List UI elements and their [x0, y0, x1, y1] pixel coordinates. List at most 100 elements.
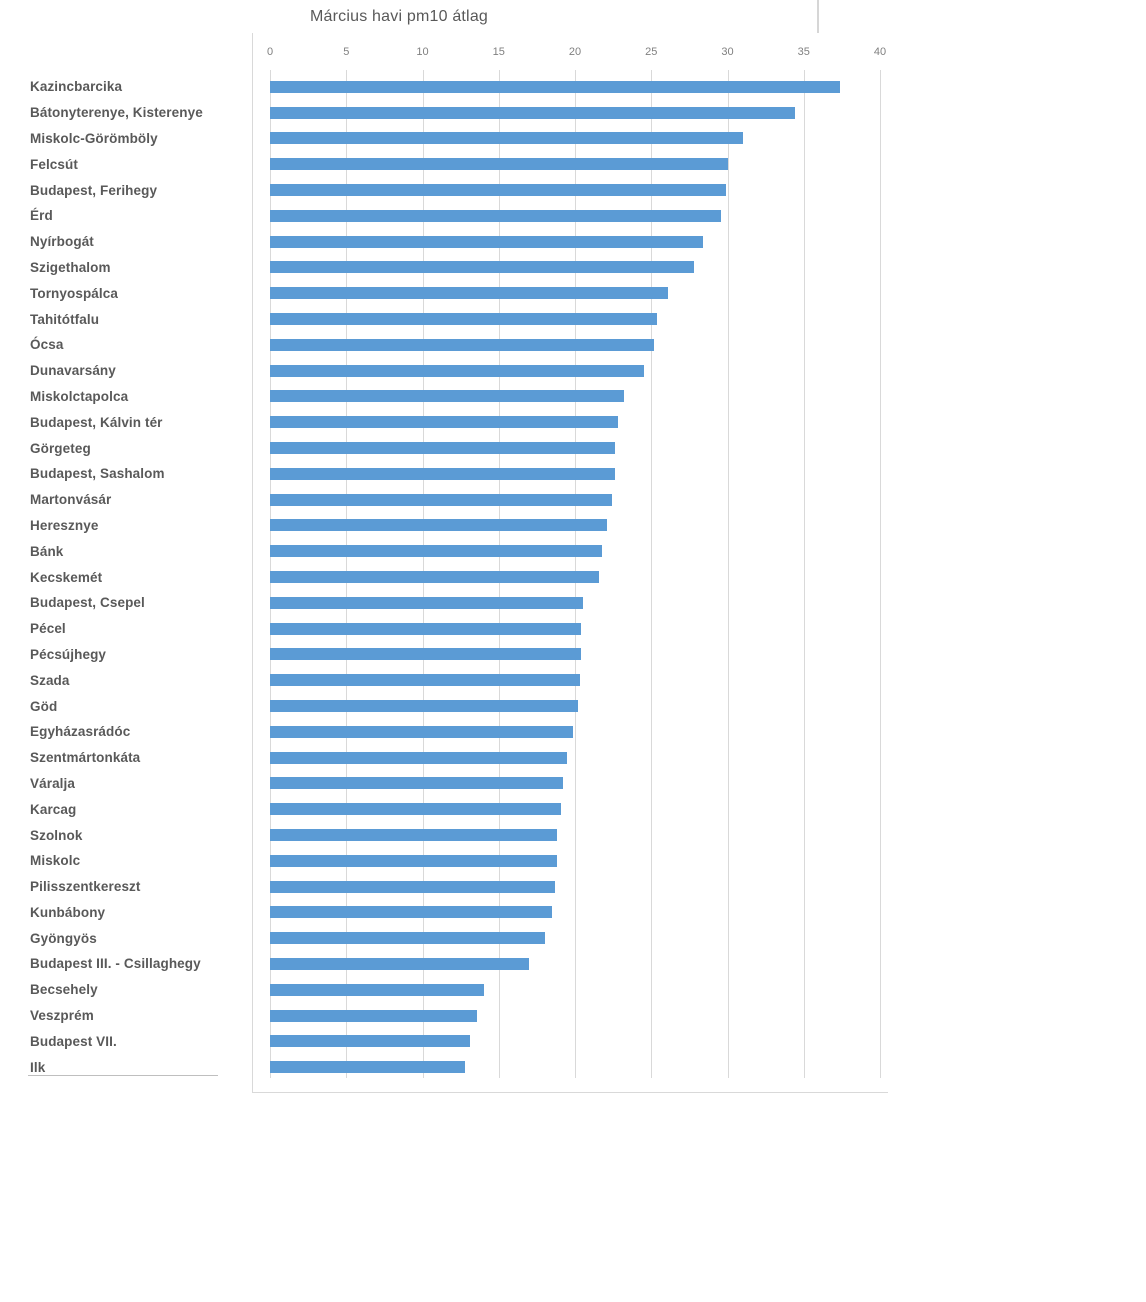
category-label: Budapest, Ferihegy: [30, 182, 158, 198]
gridline: [651, 70, 652, 1078]
category-label: Nyírbogát: [30, 234, 94, 250]
bar: [270, 1061, 466, 1074]
category-label: Egyházasrádóc: [30, 724, 131, 740]
bar-series: [270, 74, 882, 1080]
bar-row: [270, 435, 882, 461]
category-row: Szentmártonkáta: [30, 745, 240, 771]
bar-row: [270, 151, 882, 177]
bar-row: [270, 616, 882, 642]
category-label: Miskolctapolca: [30, 388, 129, 404]
bar: [270, 777, 563, 790]
category-row: Pécsújhegy: [30, 642, 240, 668]
x-tick-label: 20: [568, 46, 582, 58]
category-label: Budapest, Kálvin tér: [30, 414, 163, 430]
bar-row: [270, 693, 882, 719]
bar-row: [270, 745, 882, 771]
bar: [270, 209, 722, 222]
bar: [270, 596, 583, 609]
category-label: Szigethalom: [30, 259, 111, 275]
bar-row: [270, 1054, 882, 1080]
bar-row: [270, 951, 882, 977]
bar: [270, 80, 841, 93]
category-row: Érd: [30, 203, 240, 229]
category-row: Tornyospálca: [30, 280, 240, 306]
category-label: Kecskemét: [30, 569, 103, 585]
category-labels: Kazincbarcika Bátonyterenye, Kisterenye Mi…: [30, 74, 240, 1080]
category-row: Görgeteg: [30, 435, 240, 461]
category-label: Bánk: [30, 543, 64, 559]
category-row: Heresznye: [30, 513, 240, 539]
category-label: Kunbábony: [30, 904, 106, 920]
bar-row: [270, 564, 882, 590]
bar: [270, 622, 582, 635]
category-row: Ócsa: [30, 332, 240, 358]
bar: [270, 1035, 470, 1048]
bar: [270, 158, 728, 171]
x-tick-label: 5: [343, 46, 350, 58]
x-tick-label: 0: [266, 46, 274, 58]
category-label: Budapest, Sashalom: [30, 466, 165, 482]
x-tick-label: 35: [797, 46, 810, 58]
category-label: Ócsa: [30, 337, 64, 353]
bar-row: [270, 925, 882, 951]
bar: [270, 700, 579, 713]
gridline: [880, 70, 881, 1078]
chart-frame: [252, 33, 888, 1093]
category-underline: [28, 1075, 218, 1076]
bar: [270, 364, 644, 377]
category-row: Szolnok: [30, 822, 240, 848]
category-label: Miskolc-Görömböly: [30, 130, 158, 146]
category-label: Karcag: [30, 801, 77, 817]
bar: [270, 442, 615, 455]
bar: [270, 338, 655, 351]
bar-row: [270, 280, 882, 306]
category-label: Budapest III. - Csillaghegy: [30, 956, 201, 972]
category-label: Budapest, Csepel: [30, 595, 145, 611]
bar: [270, 648, 582, 661]
bar-row: [270, 358, 882, 384]
category-label: Göd: [30, 698, 58, 714]
bar: [270, 829, 557, 841]
bar-row: [270, 796, 882, 822]
bar-row: [270, 229, 882, 255]
category-label: Ilk: [30, 1059, 46, 1075]
x-tick-label: 40: [873, 46, 887, 58]
category-label: Felcsút: [30, 156, 78, 172]
category-label: Érd: [30, 208, 53, 224]
bar-row: [270, 100, 882, 126]
category-row: Bánk: [30, 538, 240, 564]
category-row: Budapest, Sashalom: [30, 461, 240, 487]
bar-row: [270, 513, 882, 539]
category-label: Tahitótfalu: [30, 311, 100, 327]
category-row: Miskolc-Görömböly: [30, 126, 240, 152]
bar-row: [270, 126, 882, 152]
category-label: Dunavarsány: [30, 363, 116, 379]
x-tick-label: 30: [721, 46, 734, 58]
category-label: Szolnok: [30, 827, 83, 843]
x-tick-label: 10: [416, 46, 429, 58]
bar-row: [270, 667, 882, 693]
bar: [270, 416, 618, 429]
bar: [270, 674, 580, 687]
bar: [270, 725, 574, 738]
category-row: Egyházasrádóc: [30, 719, 240, 745]
category-label: Veszprém: [30, 1008, 94, 1024]
gridline: [728, 70, 729, 1078]
bar-row: [270, 177, 882, 203]
bar: [270, 493, 612, 506]
category-row: Karcag: [30, 796, 240, 822]
bar: [270, 390, 624, 403]
category-label: Miskolc: [30, 853, 81, 869]
bar: [270, 313, 658, 326]
bar: [270, 235, 704, 248]
bar: [270, 132, 743, 145]
bar-row: [270, 771, 882, 797]
category-row: Tahitótfalu: [30, 306, 240, 332]
bar-row: [270, 461, 882, 487]
category-label: Pécel: [30, 621, 66, 637]
bar: [270, 571, 600, 584]
category-row: Dunavarsány: [30, 358, 240, 384]
bar-row: [270, 874, 882, 900]
bar-row: [270, 203, 882, 229]
